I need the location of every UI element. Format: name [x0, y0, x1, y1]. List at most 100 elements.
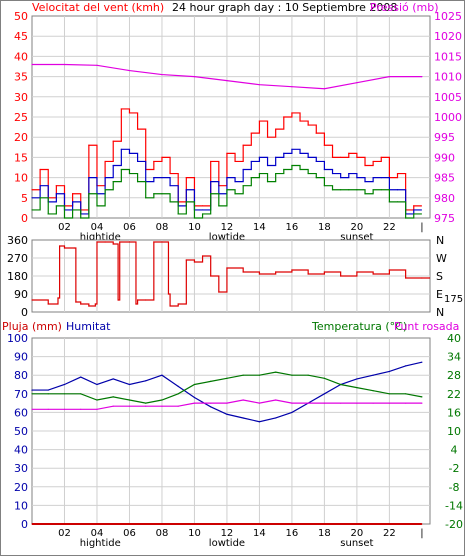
point-direction-21 — [167, 293, 170, 295]
point-wind2-35 — [315, 177, 317, 179]
point-direction-22 — [169, 305, 171, 307]
point-wind2-37 — [331, 189, 334, 191]
pressure-tick-0: 975 — [434, 212, 455, 225]
point-punt-rosada-18 — [323, 402, 326, 404]
point-direction-19 — [153, 241, 155, 243]
point-direction-18 — [145, 299, 147, 301]
point-direction-26 — [201, 255, 204, 257]
point-humitat-0 — [31, 389, 33, 391]
wind-tick-10: 50 — [14, 10, 28, 23]
point-wind2-40 — [356, 189, 358, 191]
point-direction-2 — [57, 297, 59, 299]
point-wind2-39 — [348, 189, 350, 191]
point-direction-3 — [59, 245, 61, 247]
point-gust-12 — [128, 112, 131, 114]
point-temperatura-6 — [128, 399, 131, 401]
point-punt-rosada-13 — [242, 399, 244, 401]
point-average-27 — [250, 160, 252, 163]
point-direction-39 — [388, 269, 390, 271]
point-wind2-45 — [396, 201, 399, 203]
point-pressure-11 — [388, 76, 390, 78]
point-direction-13 — [117, 299, 119, 301]
point-wind2-29 — [266, 181, 269, 183]
point-humitat-10 — [193, 396, 196, 399]
point-gust-21 — [201, 205, 204, 207]
point-gust-10 — [112, 140, 114, 142]
point-average-41 — [364, 181, 366, 183]
point-direction-33 — [291, 269, 293, 271]
point-wind2-28 — [258, 172, 261, 175]
pressure-tick-7: 1010 — [434, 71, 462, 84]
point-average-5 — [72, 201, 74, 203]
series-line-gust — [32, 108, 422, 211]
point-wind2-14 — [145, 197, 147, 199]
humidity-tick-0: 0 — [21, 518, 28, 531]
point-gust-43 — [380, 156, 382, 158]
point-gust-34 — [307, 124, 309, 126]
point-pressure-10 — [356, 82, 358, 84]
point-wind2-23 — [218, 205, 220, 207]
point-wind2-17 — [169, 201, 171, 203]
point-punt-rosada-21 — [372, 402, 374, 404]
point-wind2-32 — [291, 164, 293, 167]
point-gust-40 — [356, 156, 358, 158]
point-wind2-15 — [153, 193, 155, 195]
direction-tick-0: 0 — [21, 306, 28, 319]
temperature-tick-10: 40 — [447, 332, 461, 345]
point-direction-32 — [275, 271, 277, 273]
point-direction-14 — [119, 241, 121, 243]
point-direction-34 — [307, 273, 309, 275]
dewpoint-axis-title: Punt rosada — [394, 320, 459, 333]
event-label-2-2: sunset — [340, 538, 373, 549]
point-gust-3 — [55, 185, 57, 187]
point-average-32 — [291, 148, 293, 150]
point-pressure-7 — [258, 84, 261, 86]
point-wind2-24 — [226, 189, 228, 191]
point-average-17 — [169, 185, 171, 187]
point-direction-37 — [356, 271, 358, 273]
point-direction-16 — [135, 303, 137, 305]
point-wind2-11 — [120, 168, 122, 171]
point-direction-17 — [136, 299, 139, 301]
humidity-tick-8: 80 — [14, 369, 28, 382]
point-humitat-8 — [161, 374, 163, 376]
wind-tick-2: 10 — [14, 172, 28, 185]
point-average-40 — [356, 177, 358, 179]
point-average-21 — [201, 209, 204, 211]
point-temperatura-13 — [242, 374, 244, 376]
point-average-10 — [112, 164, 114, 167]
point-wind2-18 — [177, 213, 179, 215]
point-gust-17 — [169, 172, 171, 175]
point-direction-38 — [372, 273, 374, 275]
point-temperatura-19 — [340, 383, 342, 386]
point-temperatura-3 — [80, 393, 82, 395]
x-tick-label-0-4: 10 — [188, 222, 201, 233]
point-wind2-30 — [275, 172, 277, 175]
x-tick-label-0-1: 04 — [91, 222, 104, 233]
point-gust-16 — [161, 156, 163, 158]
x-tick-label-2-2: 06 — [123, 528, 136, 539]
x-tick-label-0-3: 08 — [156, 222, 169, 233]
point-average-15 — [153, 177, 155, 179]
temperature-tick-5: 10 — [447, 425, 461, 438]
point-temperatura-20 — [356, 387, 358, 389]
compass-label-0: N — [436, 234, 444, 247]
humidity-tick-2: 20 — [14, 481, 28, 494]
point-temperatura-23 — [405, 393, 407, 395]
point-temperatura-10 — [193, 383, 196, 386]
point-direction-27 — [210, 275, 212, 277]
point-pressure-9 — [323, 88, 326, 90]
direction-tick-2: 180 — [7, 270, 28, 283]
point-temperatura-15 — [275, 371, 277, 373]
event-label-0-0: hightide — [80, 232, 121, 243]
point-wind2-2 — [47, 213, 49, 215]
x-tick-label-0-0: 02 — [58, 222, 71, 233]
direction-current-label: 175 — [444, 294, 463, 305]
compass-label-3: E — [436, 288, 443, 301]
direction-tick-3: 270 — [7, 252, 28, 265]
point-wind2-43 — [380, 189, 382, 191]
point-punt-rosada-19 — [340, 402, 342, 404]
point-temperatura-22 — [388, 393, 390, 395]
point-direction-29 — [226, 267, 228, 269]
point-humitat-7 — [145, 380, 147, 382]
